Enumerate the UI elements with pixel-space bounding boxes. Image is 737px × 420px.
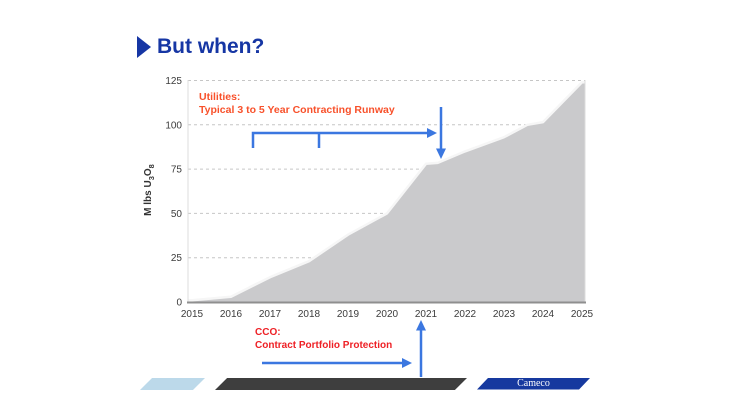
x-tick-label: 2020	[376, 309, 399, 320]
brand-logo: Cameco	[517, 378, 550, 390]
title-bullet-triangle-icon	[137, 36, 151, 58]
title-row: But when?	[137, 36, 264, 58]
utilities-annotation-line1: Utilities:	[199, 91, 241, 103]
x-tick-label: 2022	[454, 309, 477, 320]
x-tick-label: 2017	[259, 309, 282, 320]
x-tick-label: 2025	[571, 309, 594, 320]
area-series	[188, 81, 585, 302]
y-axis-title-sub3: 3	[147, 176, 156, 181]
utilities-annotation: Utilities: Typical 3 to 5 Year Contracti…	[199, 91, 395, 117]
runway-bracket-arrow	[251, 131, 427, 148]
footer-dark-bar	[215, 378, 467, 390]
y-tick-labels: 0 25 50 75 100 125	[165, 76, 182, 309]
cco-annotation-line1: CCO:	[255, 327, 281, 338]
area-fill	[188, 82, 585, 302]
utilities-annotation-line2: Typical 3 to 5 Year Contracting Runway	[199, 104, 395, 116]
runway-down-arrowhead-icon	[436, 148, 446, 159]
cco-up-arrowhead-icon	[416, 320, 426, 331]
y-tick-label: 50	[171, 209, 183, 220]
x-tick-label: 2019	[337, 309, 360, 320]
page-title: But when?	[157, 35, 265, 58]
footer-brand-bar: Cameco	[477, 378, 590, 390]
cco-annotation: CCO: Contract Portfolio Protection	[255, 327, 392, 352]
x-tick-label: 2016	[220, 309, 243, 320]
x-tick-labels: 2015 2016 2017 2018 2019 2020 2021 2022 2023 2024…	[181, 309, 594, 320]
y-axis-title-text: M lbs U	[143, 180, 154, 216]
y-axis-title-o: O	[143, 168, 154, 177]
y-axis-title-sub8: 8	[147, 164, 156, 169]
y-tick-label: 0	[176, 298, 182, 309]
area-edge-line	[188, 81, 585, 302]
y-tick-label: 100	[165, 120, 182, 131]
y-tick-label: 75	[171, 165, 183, 176]
x-tick-label: 2018	[298, 309, 321, 320]
x-tick-label: 2015	[181, 309, 204, 320]
x-tick-label: 2023	[493, 309, 516, 320]
y-tick-label: 25	[171, 253, 183, 264]
y-tick-label: 125	[165, 76, 182, 87]
footer-lightblue-bar	[140, 378, 205, 390]
cco-right-arrowhead-icon	[402, 358, 412, 368]
y-axis-title: M lbs U3O8	[143, 145, 157, 235]
cco-annotation-line2: Contract Portfolio Protection	[255, 339, 393, 351]
x-tick-label: 2021	[415, 309, 438, 320]
runway-bracket-arrowhead-right-icon	[427, 128, 437, 138]
x-tick-label: 2024	[532, 309, 555, 320]
